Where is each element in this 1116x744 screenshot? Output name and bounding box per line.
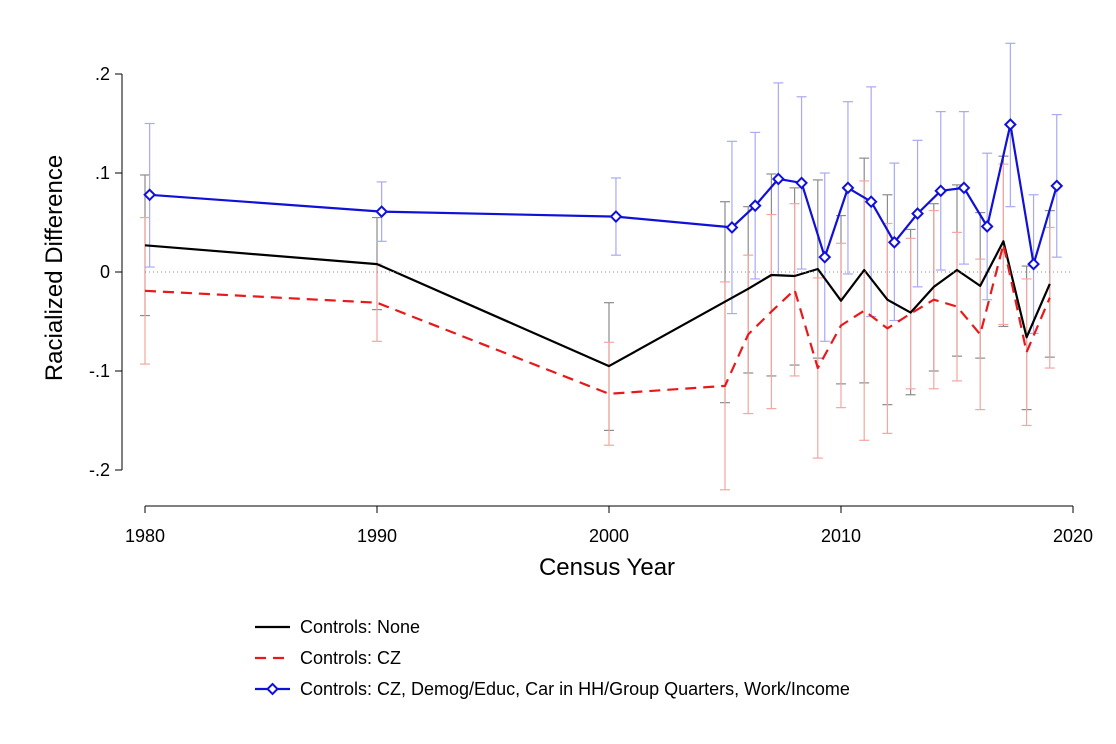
x-tick-label: 1980 — [125, 526, 165, 546]
legend-marker — [266, 682, 279, 696]
x-axis-ticks: 1980 1990 2000 2010 2020 — [125, 506, 1093, 546]
x-axis-label: Census Year — [539, 554, 675, 581]
series-line — [144, 243, 1051, 395]
y-axis-label: Racialized Difference — [41, 155, 68, 381]
diamond-marker — [609, 210, 623, 223]
diamond-marker — [1003, 118, 1017, 131]
confidence-intervals — [140, 42, 1062, 491]
diamond-marker — [375, 205, 389, 219]
legend-label: Controls: None — [300, 617, 420, 637]
legend-label: Controls: CZ — [300, 648, 401, 668]
diamond-marker — [911, 207, 924, 221]
plot-area — [140, 42, 1073, 491]
y-tick-label: .1 — [95, 163, 110, 183]
diamond-marker — [841, 181, 855, 195]
diamond-marker — [748, 199, 762, 213]
series-line — [149, 123, 1058, 266]
diamond-marker — [934, 184, 948, 198]
x-tick-label: 1990 — [357, 526, 397, 546]
y-tick-label: -.1 — [89, 361, 110, 381]
x-tick-label: 2020 — [1053, 526, 1093, 546]
diamond-marker — [725, 221, 739, 234]
diamond-marker — [1050, 179, 1064, 193]
x-tick-label: 2010 — [821, 526, 861, 546]
diamond-marker — [1027, 257, 1040, 271]
legend: Controls: None Controls: CZ Controls: CZ, … — [255, 617, 850, 699]
legend-label: Controls: CZ, Demog/Educ, Car in HH/Grou… — [300, 679, 850, 699]
y-axis-ticks: .2 .1 0 -.1 -.2 — [89, 64, 122, 480]
axes: .2 .1 0 -.1 -.2 1980 1990 2000 2010 2020 — [89, 64, 1093, 546]
y-tick-label: 0 — [100, 262, 110, 282]
diamond-marker — [957, 181, 971, 195]
x-tick-label: 2000 — [589, 526, 629, 546]
series-markers — [143, 118, 1064, 271]
y-tick-label: -.2 — [89, 460, 110, 480]
diamond-marker — [795, 176, 808, 190]
series-lines — [144, 123, 1058, 395]
diamond-marker — [887, 235, 901, 249]
diamond-marker — [143, 188, 157, 202]
y-tick-label: .2 — [95, 64, 110, 84]
diamond-marker — [864, 195, 878, 209]
series-line — [144, 240, 1051, 368]
diamond-marker — [980, 220, 994, 233]
diamond-marker — [771, 172, 785, 186]
diamond-marker — [818, 250, 832, 264]
